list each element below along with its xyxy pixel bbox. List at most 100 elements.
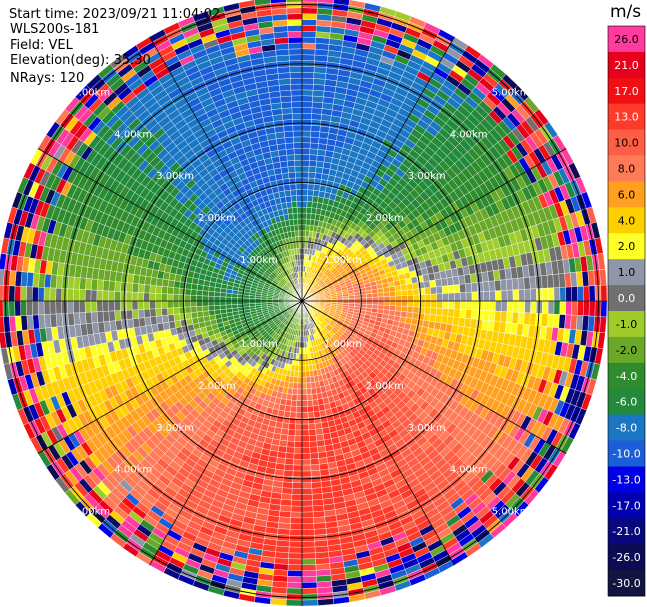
velocity-gate [108,280,116,292]
velocity-gate [143,284,151,294]
velocity-gate [301,218,307,226]
velocity-gate [552,273,560,288]
velocity-gate [280,499,292,507]
velocity-gate [288,546,303,554]
velocity-gate [286,440,295,448]
velocity-gate [429,314,437,323]
velocity-gate [213,296,221,302]
velocity-gate [301,441,310,448]
velocity-gate [289,529,303,536]
velocity-gate [90,278,98,291]
velocity-gate [184,288,192,296]
velocity-gate [286,582,303,589]
velocity-gate [202,300,209,307]
velocity-gate [20,300,27,316]
velocity-gate [388,286,396,292]
velocity-gate [287,570,303,577]
velocity-gate [312,510,325,518]
velocity-gate [114,291,121,302]
velocity-gate [465,309,473,319]
velocity-gate [166,300,174,309]
velocity-gate [32,286,39,302]
velocity-gate [306,212,312,220]
velocity-gate [395,295,402,302]
velocity-gate [377,304,385,310]
velocity-gate [67,300,74,314]
velocity-gate [137,300,145,310]
velocity-gate [552,314,560,329]
velocity-gate [477,300,484,311]
velocity-gate [90,300,98,313]
velocity-gate [301,31,317,38]
velocity-gate [290,505,303,513]
velocity-gate [547,287,555,302]
velocity-gate [308,160,317,167]
velocity-gate [202,295,209,302]
velocity-gate [184,294,191,302]
velocity-gate [289,523,303,530]
velocity-gate [301,66,315,73]
velocity-gate [311,487,323,495]
velocity-gate [401,295,408,302]
velocity-gate [306,382,312,390]
velocity-gate [190,306,198,313]
velocity-gate [430,293,438,302]
velocity-gate [14,285,21,302]
velocity-gate [43,287,51,302]
velocity-gate [120,300,127,311]
velocity-gate [440,315,448,325]
velocity-gate [553,287,561,302]
velocity-gate [301,541,316,548]
velocity-gate [315,160,325,168]
velocity-gate [167,307,174,316]
velocity-gate [354,294,361,299]
velocity-gate [301,107,313,114]
velocity-gate [173,280,181,289]
velocity-gate [96,311,104,323]
velocity-gate [287,429,296,436]
velocity-gate [190,289,198,296]
velocity-gate [588,300,596,317]
velocity-gate [0,284,4,302]
velocity-gate [301,130,312,138]
velocity-gate [399,278,407,286]
velocity-gate [279,505,292,513]
velocity-gate [172,300,180,308]
velocity-gate [274,551,289,559]
velocity-gate [383,296,391,302]
velocity-gate [287,435,296,442]
velocity-gate [577,286,584,302]
velocity-gate [313,516,326,524]
velocity-gate [316,155,326,163]
velocity-gate [435,278,443,288]
velocity-gate [301,558,316,566]
velocity-gate [301,458,311,466]
velocity-gate [307,411,315,419]
velocity-gate [354,297,361,302]
velocity-gate [577,300,584,316]
velocity-gate [301,388,308,395]
velocity-gate [301,365,306,372]
velocity-gate [102,300,109,312]
velocity-gate [292,470,303,478]
velocity-gate [8,285,16,302]
velocity-gate [297,382,303,390]
velocity-gate [149,308,157,318]
velocity-gate [172,307,180,315]
velocity-gate [288,541,303,548]
velocity-gate [0,300,4,318]
velocity-gate [301,54,316,61]
velocity-gate [286,587,303,595]
velocity-gate [304,347,308,354]
velocity-gate [120,291,127,302]
velocity-gate [26,286,33,302]
velocity-gate [305,370,311,378]
velocity-gate [311,101,323,109]
velocity-gate [301,224,307,231]
velocity-gate [312,499,324,507]
velocity-gate [126,309,133,320]
velocity-gate [301,470,312,478]
velocity-gate [137,292,145,302]
velocity-gate [278,439,288,447]
velocity-gate [84,289,92,302]
